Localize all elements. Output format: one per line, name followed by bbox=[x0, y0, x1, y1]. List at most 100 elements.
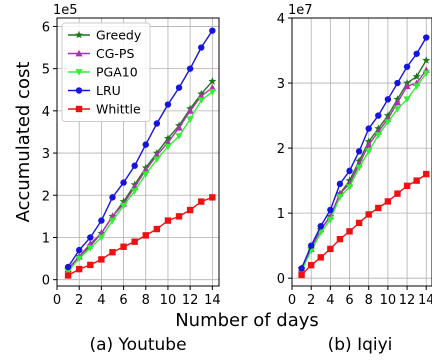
data-point bbox=[394, 190, 401, 197]
data-point bbox=[383, 111, 392, 119]
data-point bbox=[198, 44, 205, 51]
data-point bbox=[75, 246, 83, 254]
series-whittle bbox=[64, 194, 216, 279]
data-point bbox=[153, 120, 161, 127]
data-point bbox=[98, 256, 105, 263]
data-point bbox=[175, 124, 183, 131]
data-point bbox=[327, 206, 334, 214]
data-point bbox=[186, 116, 194, 123]
y-tick-label: 4 bbox=[277, 12, 285, 27]
x-tick-label: 4 bbox=[97, 293, 105, 308]
data-point bbox=[355, 148, 363, 155]
y-multiplier: 1e5 bbox=[53, 3, 78, 18]
data-point bbox=[142, 171, 150, 178]
data-point bbox=[423, 170, 430, 178]
data-point bbox=[175, 133, 183, 140]
data-point bbox=[307, 242, 315, 249]
x-tick-label: 10 bbox=[160, 293, 177, 308]
data-point bbox=[374, 132, 382, 139]
data-point bbox=[87, 234, 94, 241]
data-point bbox=[413, 83, 421, 90]
x-tick-label: 14 bbox=[418, 293, 432, 308]
plot-frame bbox=[291, 17, 432, 287]
data-point bbox=[109, 249, 116, 256]
x-tick-label: 12 bbox=[182, 293, 199, 308]
legend-marker bbox=[75, 49, 83, 57]
series-lru bbox=[64, 27, 216, 271]
series-pga10 bbox=[297, 70, 430, 274]
data-point bbox=[131, 188, 139, 195]
legend-label: PGA10 bbox=[96, 65, 138, 80]
legend-marker bbox=[75, 87, 83, 94]
y-tick-label: 0 bbox=[42, 274, 50, 289]
data-point bbox=[403, 82, 411, 90]
data-point bbox=[298, 271, 305, 279]
series-line bbox=[300, 59, 427, 269]
x-axis-label: Number of days bbox=[175, 310, 319, 331]
data-point bbox=[209, 194, 216, 201]
data-point bbox=[336, 180, 344, 188]
y-tick-label: 2 bbox=[277, 142, 285, 157]
data-point bbox=[197, 97, 205, 104]
data-point bbox=[346, 167, 353, 175]
data-point bbox=[317, 254, 324, 261]
data-point bbox=[164, 143, 172, 151]
data-point bbox=[75, 255, 83, 263]
data-point bbox=[120, 243, 127, 250]
data-point bbox=[131, 162, 138, 169]
data-point bbox=[345, 176, 354, 185]
data-point bbox=[142, 141, 149, 148]
data-point bbox=[403, 96, 411, 103]
data-point bbox=[208, 84, 216, 91]
data-point bbox=[98, 217, 105, 224]
x-tick-label: 2 bbox=[307, 293, 315, 308]
data-point bbox=[384, 96, 392, 103]
data-point bbox=[175, 213, 183, 220]
data-point bbox=[64, 263, 72, 271]
y-axis-label: Accumulated cost bbox=[13, 62, 34, 223]
data-point bbox=[186, 65, 194, 72]
data-point bbox=[365, 211, 372, 218]
x-tick-label: 8 bbox=[365, 293, 373, 308]
x-tick-label: 10 bbox=[380, 293, 397, 308]
data-point bbox=[208, 88, 216, 96]
data-point bbox=[364, 137, 373, 145]
data-point bbox=[75, 265, 83, 273]
data-point bbox=[345, 184, 354, 191]
data-point bbox=[423, 34, 430, 41]
legend-box bbox=[61, 22, 151, 122]
data-point bbox=[403, 78, 412, 87]
plot-frame bbox=[56, 17, 220, 287]
data-point bbox=[326, 216, 334, 224]
data-point bbox=[374, 124, 383, 132]
data-point bbox=[413, 50, 420, 57]
data-point bbox=[64, 272, 72, 279]
data-point bbox=[198, 198, 205, 205]
data-point bbox=[403, 182, 411, 190]
data-point bbox=[175, 84, 183, 91]
data-point bbox=[375, 204, 382, 212]
data-point bbox=[365, 125, 372, 132]
data-point bbox=[131, 238, 138, 245]
x-tick-label: 0 bbox=[53, 293, 61, 308]
data-point bbox=[355, 156, 364, 165]
data-point bbox=[317, 222, 324, 230]
data-point bbox=[355, 219, 363, 227]
x-tick-label: 14 bbox=[204, 293, 221, 308]
series-line bbox=[300, 72, 427, 271]
data-point bbox=[186, 107, 194, 114]
x-tick-label: 12 bbox=[399, 293, 416, 308]
data-point bbox=[365, 148, 373, 155]
data-point bbox=[153, 156, 161, 163]
y-tick-label: 5 bbox=[42, 63, 50, 78]
data-point bbox=[384, 198, 392, 205]
data-point bbox=[119, 202, 128, 210]
y-multiplier: 1e7 bbox=[288, 3, 313, 18]
legend-marker bbox=[75, 69, 83, 76]
x-tick-label: 6 bbox=[345, 293, 353, 308]
y-tick-label: 0 bbox=[277, 272, 285, 287]
y-tick-label: 3 bbox=[42, 147, 50, 162]
data-point bbox=[209, 27, 216, 34]
data-point bbox=[109, 194, 116, 201]
